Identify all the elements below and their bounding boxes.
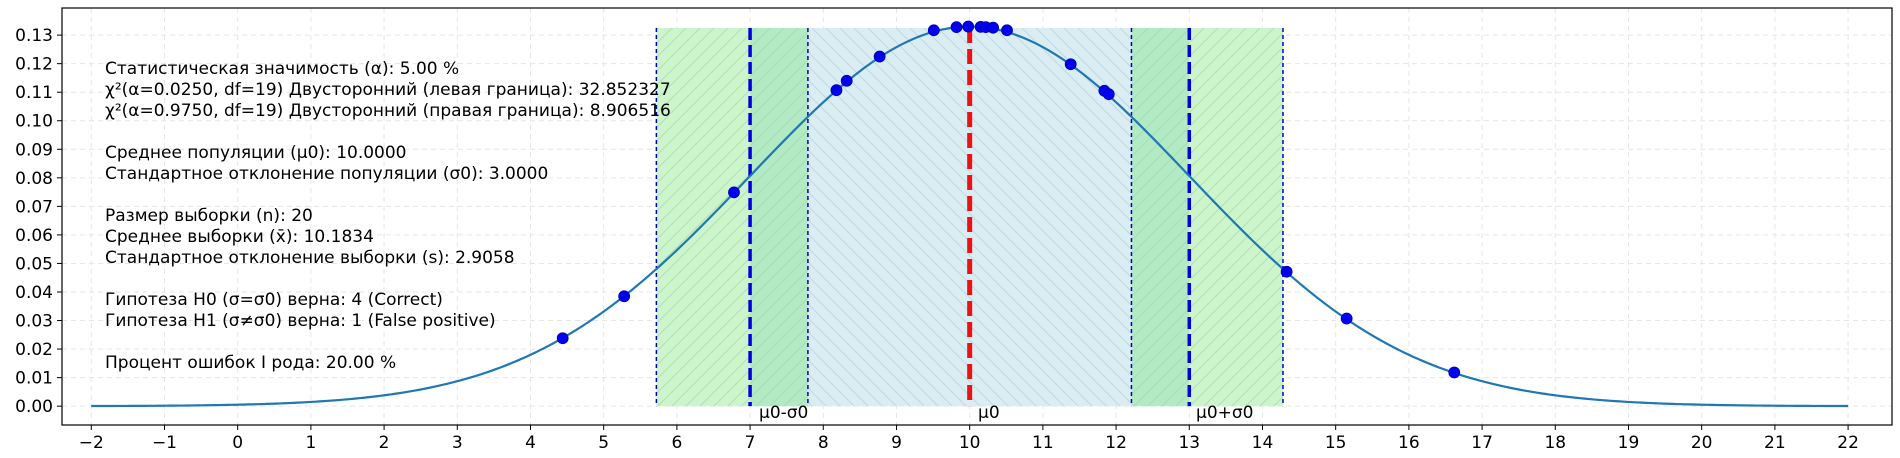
sample-point-6: [927, 24, 940, 37]
sample-point-15: [1102, 88, 1115, 101]
label-plus-sigma: μ0+σ0: [1196, 403, 1253, 423]
y-tick-label-10: 0.10: [15, 112, 53, 132]
info-chi-right: χ²(α=0.9750, df=19) Двусторонний (правая…: [105, 101, 671, 121]
y-tick-label-4: 0.04: [15, 283, 53, 303]
region-right-outer-hatch: [1189, 27, 1283, 407]
x-tick-label-2: 0: [232, 433, 243, 453]
x-tick-label-0: −2: [79, 433, 104, 453]
y-tick-label-2: 0.02: [15, 340, 53, 360]
x-tick-label-4: 2: [379, 433, 390, 453]
x-tick-label-18: 16: [1398, 433, 1420, 453]
x-tick-label-14: 12: [1105, 433, 1127, 453]
x-tick-label-22: 20: [1691, 433, 1713, 453]
sample-point-18: [1448, 366, 1461, 379]
info-block: Статистическая значимость (α): 5.00 % χ²…: [105, 59, 671, 373]
sample-point-3: [830, 84, 843, 97]
label-minus-sigma: μ0-σ0: [759, 403, 808, 423]
x-tick-label-10: 8: [818, 433, 829, 453]
x-tick-label-16: 14: [1252, 433, 1274, 453]
x-tick-label-19: 17: [1471, 433, 1493, 453]
y-tick-label-5: 0.05: [15, 254, 53, 274]
x-tick-label-23: 21: [1764, 433, 1786, 453]
x-tick-label-24: 22: [1837, 433, 1859, 453]
sample-point-2: [728, 186, 740, 199]
x-tick-label-17: 15: [1325, 433, 1347, 453]
y-tick-label-9: 0.09: [15, 140, 53, 160]
x-tick-label-1: −1: [152, 433, 177, 453]
y-tick-label-11: 0.11: [15, 83, 53, 103]
sample-point-4: [840, 74, 853, 87]
info-chi-left: χ²(α=0.0250, df=19) Двусторонний (левая …: [105, 80, 671, 100]
sample-point-0: [556, 332, 569, 345]
points-group: [556, 20, 1461, 379]
y-tick-label-0: 0.00: [15, 397, 53, 417]
vertical-lines: [655, 27, 1284, 407]
x-tick-label-7: 5: [598, 433, 609, 453]
y-tick-label-7: 0.07: [15, 197, 53, 217]
region-right-inner-hatch: [1131, 27, 1190, 407]
x-tick-label-21: 19: [1618, 433, 1640, 453]
axes: −2 −1 0 1 2 3 4 5 6 7 8 9 10 11 12 13 14 15 16 17 18 19 20 21 22…: [15, 26, 1859, 453]
x-tick-label-5: 3: [452, 433, 463, 453]
sample-point-8: [962, 20, 975, 33]
info-sample-sd: Стандартное отклонение выборки (s): 2.90…: [105, 248, 515, 268]
y-tick-label-12: 0.12: [15, 55, 53, 75]
region-left-inner-hatch: [750, 27, 808, 407]
region-left-outer-hatch: [656, 27, 751, 407]
x-tick-label-8: 6: [671, 433, 682, 453]
y-tick-label-1: 0.01: [15, 369, 53, 389]
grid: [62, 8, 1892, 425]
sample-point-12: [1001, 24, 1013, 37]
mark-labels: μ0-σ0 μ0 μ0+σ0: [759, 403, 1253, 423]
y-tick-label-8: 0.08: [15, 169, 53, 189]
info-error-rate: Процент ошибок I рода: 20.00 %: [105, 353, 396, 373]
sample-point-7: [950, 21, 963, 34]
info-h1: Гипотеза H1 (σ≠σ0) верна: 1 (False posit…: [105, 311, 496, 331]
info-alpha: Статистическая значимость (α): 5.00 %: [105, 59, 459, 79]
x-tick-label-13: 11: [1032, 433, 1054, 453]
sample-point-1: [618, 290, 631, 303]
sample-point-13: [1064, 58, 1077, 71]
y-tick-label-6: 0.06: [15, 226, 53, 246]
info-pop-mean: Среднее популяции (μ0): 10.0000: [105, 143, 407, 163]
sample-point-11: [987, 21, 1000, 34]
y-tick-label-13: 0.13: [15, 26, 53, 46]
info-sample-mean: Среднее выборки (x̄): 10.1834: [105, 227, 374, 247]
info-pop-sd: Стандартное отклонение популяции (σ0): 3…: [105, 164, 548, 184]
sample-point-17: [1340, 312, 1353, 325]
x-tick-label-3: 1: [305, 433, 316, 453]
label-mean: μ0: [978, 403, 1000, 423]
regions: [656, 27, 1283, 407]
plot-frame: [61, 7, 1893, 426]
x-tick-label-11: 9: [891, 433, 902, 453]
x-tick-label-6: 4: [525, 433, 536, 453]
info-h0: Гипотеза H0 (σ=σ0) верна: 4 (Correct): [105, 290, 443, 310]
info-n: Размер выборки (n): 20: [105, 206, 313, 226]
y-tick-label-3: 0.03: [15, 312, 53, 332]
x-tick-label-12: 10: [959, 433, 981, 453]
sample-point-16: [1280, 265, 1293, 278]
x-tick-label-15: 13: [1178, 433, 1200, 453]
x-tick-label-9: 7: [745, 433, 756, 453]
x-tick-label-20: 18: [1544, 433, 1566, 453]
sample-point-5: [873, 50, 886, 63]
